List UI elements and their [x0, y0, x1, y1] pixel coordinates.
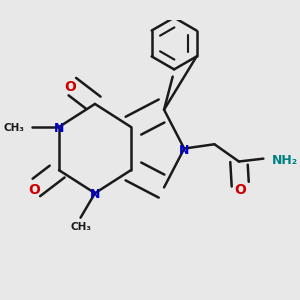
Text: CH₃: CH₃ — [3, 123, 24, 133]
Text: N: N — [179, 144, 189, 157]
Text: NH₂: NH₂ — [272, 154, 298, 166]
Text: O: O — [64, 80, 76, 94]
Text: CH₃: CH₃ — [70, 222, 91, 232]
Text: N: N — [54, 122, 64, 135]
Text: O: O — [28, 183, 40, 197]
Text: O: O — [234, 183, 246, 197]
Text: N: N — [90, 188, 100, 201]
